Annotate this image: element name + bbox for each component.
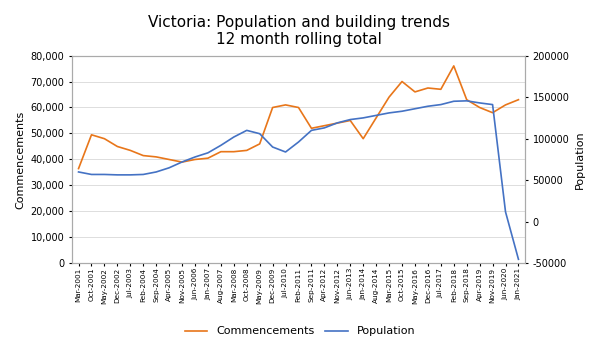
Population bbox=[334, 121, 341, 125]
Line: Commencements: Commencements bbox=[79, 66, 518, 169]
Population bbox=[359, 116, 367, 120]
Commencements bbox=[152, 155, 160, 159]
Commencements bbox=[450, 64, 457, 68]
Commencements bbox=[308, 126, 315, 131]
Commencements bbox=[502, 103, 509, 107]
Population bbox=[424, 104, 431, 108]
Y-axis label: Commencements: Commencements bbox=[15, 110, 25, 209]
Population bbox=[256, 132, 263, 136]
Legend: Commencements, Population: Commencements, Population bbox=[181, 322, 419, 341]
Commencements bbox=[412, 90, 419, 94]
Population bbox=[295, 140, 302, 144]
Population bbox=[166, 166, 173, 170]
Commencements bbox=[256, 142, 263, 146]
Population bbox=[347, 118, 354, 122]
Commencements bbox=[178, 160, 185, 164]
Commencements bbox=[191, 158, 199, 162]
Population bbox=[191, 155, 199, 159]
Commencements bbox=[205, 156, 212, 160]
Population bbox=[140, 172, 147, 176]
Population bbox=[385, 111, 392, 115]
Commencements bbox=[476, 105, 483, 110]
Population bbox=[88, 172, 95, 176]
Commencements bbox=[424, 86, 431, 90]
Population bbox=[101, 172, 108, 176]
Y-axis label: Population: Population bbox=[575, 130, 585, 189]
Population bbox=[217, 143, 224, 147]
Title: Victoria: Population and building trends
12 month rolling total: Victoria: Population and building trends… bbox=[148, 15, 449, 47]
Commencements bbox=[515, 98, 522, 102]
Commencements bbox=[101, 136, 108, 141]
Population bbox=[489, 103, 496, 107]
Population bbox=[476, 101, 483, 105]
Population bbox=[282, 150, 289, 154]
Population bbox=[75, 170, 82, 174]
Population bbox=[463, 99, 470, 103]
Commencements bbox=[140, 154, 147, 158]
Commencements bbox=[398, 79, 406, 84]
Population bbox=[178, 160, 185, 164]
Population bbox=[373, 113, 380, 118]
Commencements bbox=[114, 145, 121, 149]
Commencements bbox=[359, 136, 367, 141]
Commencements bbox=[230, 149, 238, 154]
Commencements bbox=[88, 133, 95, 137]
Population bbox=[450, 99, 457, 103]
Line: Population: Population bbox=[79, 101, 518, 259]
Commencements bbox=[334, 121, 341, 125]
Population bbox=[114, 173, 121, 177]
Population bbox=[152, 170, 160, 174]
Commencements bbox=[127, 148, 134, 153]
Population bbox=[502, 210, 509, 214]
Commencements bbox=[489, 111, 496, 115]
Commencements bbox=[321, 124, 328, 128]
Commencements bbox=[166, 158, 173, 162]
Population bbox=[308, 128, 315, 132]
Commencements bbox=[269, 105, 276, 110]
Commencements bbox=[282, 103, 289, 107]
Commencements bbox=[385, 95, 392, 99]
Population bbox=[243, 128, 250, 132]
Commencements bbox=[243, 148, 250, 153]
Population bbox=[515, 257, 522, 261]
Population bbox=[412, 107, 419, 111]
Population bbox=[230, 135, 238, 139]
Population bbox=[398, 109, 406, 113]
Commencements bbox=[437, 87, 445, 91]
Population bbox=[269, 145, 276, 149]
Commencements bbox=[75, 167, 82, 171]
Commencements bbox=[463, 98, 470, 102]
Population bbox=[205, 151, 212, 155]
Population bbox=[321, 126, 328, 130]
Population bbox=[437, 103, 445, 107]
Commencements bbox=[373, 116, 380, 120]
Population bbox=[127, 173, 134, 177]
Commencements bbox=[295, 105, 302, 110]
Commencements bbox=[347, 118, 354, 122]
Commencements bbox=[217, 149, 224, 154]
